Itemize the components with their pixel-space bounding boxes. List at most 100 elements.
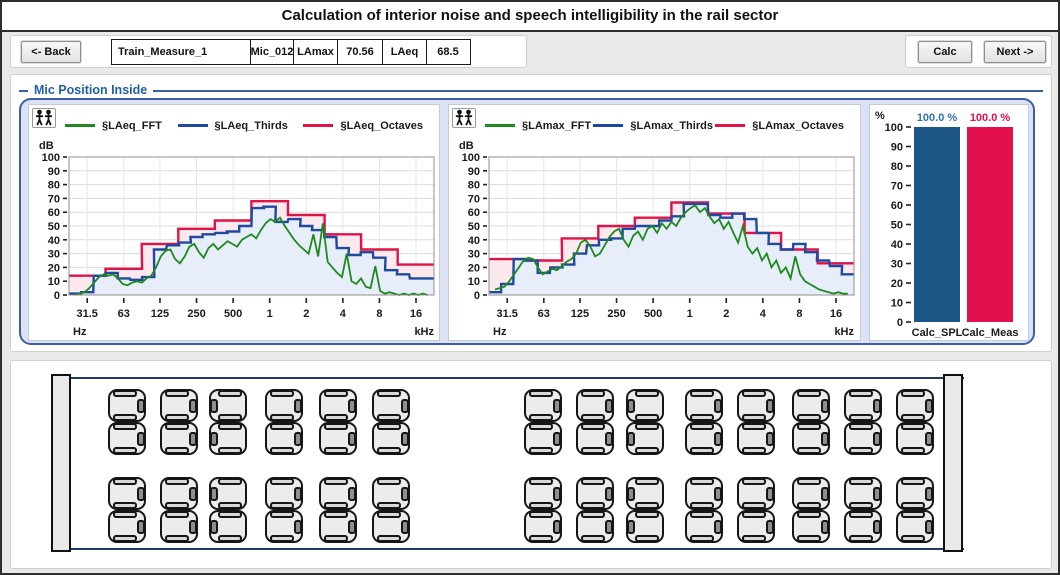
seat[interactable] <box>319 477 357 510</box>
seat[interactable] <box>685 422 723 455</box>
seat[interactable] <box>524 510 562 543</box>
seat[interactable] <box>737 477 775 510</box>
passengers-icon-button[interactable] <box>452 108 476 128</box>
seat[interactable] <box>626 389 664 422</box>
calc-button[interactable]: Calc <box>918 41 972 63</box>
svg-text:40: 40 <box>48 235 60 247</box>
seat[interactable] <box>524 389 562 422</box>
seat[interactable] <box>792 422 830 455</box>
group-line-right <box>153 90 1043 92</box>
seat[interactable] <box>896 510 934 543</box>
seat[interactable] <box>896 477 934 510</box>
passengers-icon-button[interactable] <box>32 108 56 128</box>
seat[interactable] <box>319 422 357 455</box>
seat[interactable] <box>844 477 882 510</box>
seat[interactable] <box>737 422 775 455</box>
seat[interactable] <box>372 477 410 510</box>
back-button[interactable]: <- Back <box>21 41 81 63</box>
seat[interactable] <box>209 422 247 455</box>
svg-text:0: 0 <box>54 290 60 302</box>
toolbar-left-panel: <- Back Train_Measure_1 Mic_012 LAmax 70… <box>10 35 527 68</box>
seat[interactable] <box>626 477 664 510</box>
seat[interactable] <box>737 389 775 422</box>
seat[interactable] <box>108 389 146 422</box>
seat[interactable] <box>626 510 664 543</box>
seat[interactable] <box>372 510 410 543</box>
seat[interactable] <box>209 510 247 543</box>
svg-text:30: 30 <box>891 259 903 271</box>
seat[interactable] <box>265 477 303 510</box>
seat[interactable] <box>160 422 198 455</box>
legend-color-swatch <box>177 124 208 127</box>
seat[interactable] <box>844 422 882 455</box>
seat[interactable] <box>626 422 664 455</box>
svg-text:16: 16 <box>830 308 842 320</box>
svg-text:kHz: kHz <box>414 326 434 338</box>
car-end-wall-right <box>943 374 963 552</box>
seat[interactable] <box>896 422 934 455</box>
seat[interactable] <box>265 389 303 422</box>
legend-color-swatch <box>485 124 515 127</box>
seat[interactable] <box>209 477 247 510</box>
car-end-wall-left <box>51 374 71 552</box>
seat[interactable] <box>319 510 357 543</box>
seat[interactable] <box>160 389 198 422</box>
svg-text:100: 100 <box>462 152 480 164</box>
seat[interactable] <box>792 389 830 422</box>
seat[interactable] <box>576 510 614 543</box>
svg-text:100: 100 <box>885 122 903 134</box>
seat[interactable] <box>108 510 146 543</box>
seat[interactable] <box>319 389 357 422</box>
seat[interactable] <box>685 389 723 422</box>
seat[interactable] <box>108 422 146 455</box>
svg-text:90: 90 <box>891 142 903 154</box>
seat[interactable] <box>896 389 934 422</box>
seat[interactable] <box>160 477 198 510</box>
svg-text:16: 16 <box>410 308 422 320</box>
svg-text:60: 60 <box>468 207 480 219</box>
seat[interactable] <box>372 422 410 455</box>
seat[interactable] <box>372 389 410 422</box>
svg-text:20: 20 <box>48 262 60 274</box>
svg-text:20: 20 <box>891 278 903 290</box>
seat[interactable] <box>209 389 247 422</box>
seat[interactable] <box>844 510 882 543</box>
lamax-legend: §LAmax_FFT §LAmax_Thirds §LAmax_Octaves <box>485 118 844 133</box>
svg-text:63: 63 <box>118 308 130 320</box>
seat[interactable] <box>576 389 614 422</box>
seat[interactable] <box>160 510 198 543</box>
measure-name-field[interactable]: Train_Measure_1 <box>111 39 251 65</box>
svg-text:90: 90 <box>468 166 480 178</box>
seat[interactable] <box>792 510 830 543</box>
seat[interactable] <box>265 510 303 543</box>
seat[interactable] <box>108 477 146 510</box>
seat[interactable] <box>844 389 882 422</box>
svg-text:80: 80 <box>48 180 60 192</box>
seat[interactable] <box>792 477 830 510</box>
legend-item: §LAeq_FFT <box>65 120 162 132</box>
seat[interactable] <box>524 477 562 510</box>
legend-color-swatch <box>593 124 624 127</box>
seat[interactable] <box>737 510 775 543</box>
legend-label: §LAeq_Octaves <box>340 119 423 132</box>
svg-text:Hz: Hz <box>493 326 507 338</box>
svg-text:90: 90 <box>48 166 60 178</box>
seat[interactable] <box>685 510 723 543</box>
next-button[interactable]: Next -> <box>984 41 1046 63</box>
svg-text:80: 80 <box>891 161 903 173</box>
svg-text:50: 50 <box>891 220 903 232</box>
laeq-value: 68.5 <box>425 39 471 65</box>
svg-text:70: 70 <box>891 181 903 193</box>
seat[interactable] <box>576 477 614 510</box>
seat[interactable] <box>685 477 723 510</box>
mic-id-field[interactable]: Mic_012 <box>249 39 295 65</box>
seat[interactable] <box>576 422 614 455</box>
svg-text:125: 125 <box>571 308 589 320</box>
svg-text:50: 50 <box>468 221 480 233</box>
svg-text:10: 10 <box>891 298 903 310</box>
seat[interactable] <box>265 422 303 455</box>
seat[interactable] <box>524 422 562 455</box>
lamax-chart-card: §LAmax_FFT §LAmax_Thirds §LAmax_Octaves 0 1… <box>448 104 861 341</box>
